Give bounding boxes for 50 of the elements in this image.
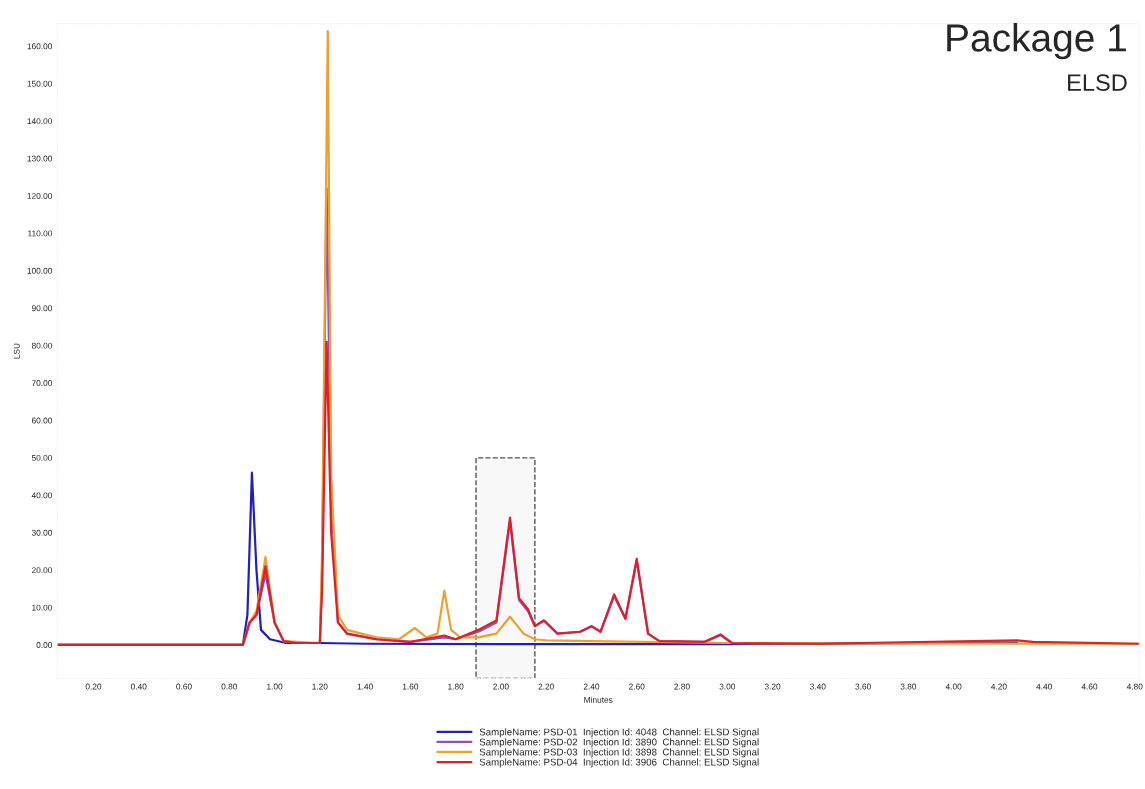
x-tick-label: 4.80 [1126, 683, 1143, 690]
y-tick-label: 110.00 [28, 230, 53, 237]
x-tick-label: 3.00 [719, 683, 736, 690]
x-tick-label: 4.20 [991, 683, 1007, 690]
x-tick-label: 3.40 [810, 683, 826, 690]
y-tick-label: 30.00 [31, 529, 53, 536]
x-tick-label: 0.60 [176, 683, 192, 690]
y-tick-label: 20.00 [31, 567, 53, 574]
x-tick-label: 3.60 [855, 683, 871, 690]
y-tick-label: 90.00 [31, 305, 53, 312]
y-axis-title: LSU [13, 343, 20, 359]
y-tick-label: 120.00 [27, 193, 53, 199]
legend-label: SampleName: PSD-02 Injection Id: 3890 Channel: ELSD Signal [479, 738, 759, 748]
x-tick-label: 1.40 [357, 683, 373, 690]
x-axis-title: Minutes [584, 696, 613, 703]
y-tick-label: 80.00 [31, 342, 53, 349]
y-tick-label: 100.00 [27, 267, 53, 274]
y-tick-label: 10.00 [32, 604, 53, 611]
y-tick-label: 50.00 [31, 454, 53, 461]
y-tick-label: 70.00 [31, 380, 53, 387]
x-tick-label: 0.80 [221, 683, 238, 690]
x-tick-label: 2.60 [629, 683, 645, 690]
x-tick-label: 0.40 [130, 683, 147, 690]
y-tick-label: 150.00 [27, 80, 53, 87]
legend-label: SampleName: PSD-03 Injection Id: 3898 Channel: ELSD Signal [479, 748, 759, 758]
y-tick-label: 60.00 [31, 417, 53, 424]
x-tick-label: 1.00 [267, 683, 283, 690]
x-tick-label: 4.60 [1081, 683, 1098, 690]
chart-title: Package 1 [947, 23, 1126, 60]
y-tick-label: 130.00 [27, 155, 53, 162]
y-tick-label: 40.00 [31, 492, 53, 499]
x-tick-label: 1.80 [448, 683, 464, 690]
x-tick-label: 3.80 [900, 683, 917, 690]
y-tick-label: 160.00 [27, 43, 53, 50]
x-tick-label: 4.00 [945, 683, 962, 690]
x-tick-label: 4.40 [1036, 683, 1052, 690]
x-tick-label: 1.60 [402, 683, 419, 690]
y-tick-label: 140.00 [27, 118, 53, 125]
y-tick-label: 0.00 [36, 642, 53, 648]
x-tick-label: 2.00 [493, 683, 509, 690]
legend-label: SampleName: PSD-01 Injection Id: 4048 Channel: ELSD Signal [479, 728, 759, 738]
text: ELSD [1068, 74, 1127, 91]
legend-label: SampleName: PSD-04 Injection Id: 3906 Channel: ELSD Signal [479, 758, 759, 768]
x-tick-label: 2.20 [538, 683, 554, 690]
x-tick-label: 3.20 [764, 683, 781, 690]
x-tick-label: 2.40 [583, 683, 600, 690]
line-series [57, 340, 1140, 646]
x-tick-label: 1.20 [312, 683, 328, 690]
x-tick-label: 0.20 [85, 683, 102, 690]
x-tick-label: 2.80 [674, 683, 690, 690]
